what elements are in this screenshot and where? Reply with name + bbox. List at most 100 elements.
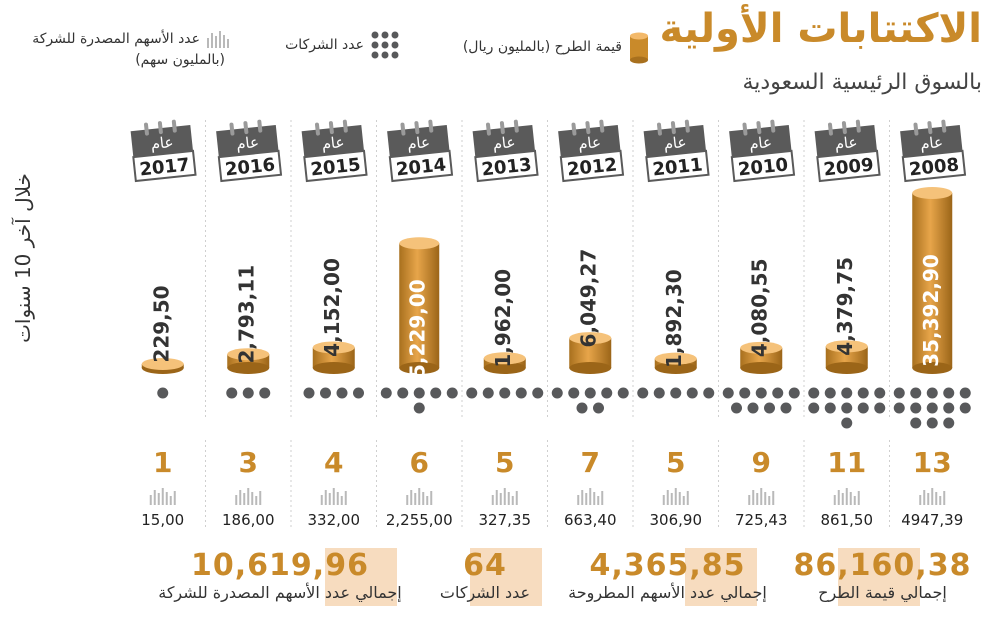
value-bar-top [312, 341, 355, 354]
value-bar-base [483, 362, 526, 374]
bars-icon-bar [853, 496, 856, 505]
value-bar [912, 193, 953, 368]
calendar-ring [684, 119, 690, 133]
company-dot [926, 417, 938, 429]
calendar-ring [157, 121, 163, 135]
bars-icon-bar [686, 491, 689, 505]
calendar-ring [742, 122, 748, 136]
bars-icon-bar [931, 488, 934, 505]
total-offered-shares: 4,365,85 إجمالي عدد الأسهم المطروحة [560, 548, 775, 602]
bars-icon-bar [507, 492, 510, 505]
calendar-ring [756, 121, 762, 135]
company-dot [959, 387, 971, 399]
calendar-ring [229, 122, 235, 136]
value-bar [825, 346, 868, 368]
bars-icon-bar [752, 490, 755, 505]
bars-icon-bar [426, 496, 429, 505]
bars-icon-bar [748, 495, 751, 505]
company-dot [788, 387, 800, 399]
company-dot [731, 402, 742, 414]
bars-icon-bar [173, 491, 176, 505]
year-label: 2014 [395, 154, 447, 180]
bars-icon [320, 488, 347, 505]
calendar-prefix: عام [150, 133, 175, 153]
company-dot [242, 387, 254, 399]
value-label: 2,793,11 [235, 265, 259, 364]
calendar-prefix: عام [748, 133, 773, 153]
total-offered-shares-label: إجمالي عدد الأسهم المطروحة [568, 583, 767, 602]
calendar-ring [599, 119, 605, 133]
company-count: 9 [752, 446, 771, 479]
bars-icon-bar [491, 495, 494, 505]
calendar-ring [770, 119, 776, 133]
calendar-ring [913, 122, 919, 136]
calendar-ring [144, 122, 149, 136]
calendar-ring [171, 119, 177, 133]
calendar-ring [499, 121, 505, 135]
value-bar-base [912, 362, 953, 374]
value-label: 25,229,00 [406, 279, 430, 392]
company-dot [617, 387, 629, 399]
company-dot [551, 387, 563, 399]
value-bar-top [654, 352, 697, 365]
value-bar-base [740, 362, 783, 374]
company-dot [893, 402, 905, 414]
bars-icon-bar [336, 492, 339, 505]
company-count: 4 [324, 446, 343, 479]
company-dot [703, 387, 715, 399]
calendar-ring [513, 119, 519, 133]
value-label: 1,892,30 [662, 269, 686, 368]
bars-icon-bar [495, 490, 498, 505]
company-dot [780, 402, 792, 414]
shares-label: 306,90 [650, 511, 703, 529]
bars-icon-bar [235, 495, 238, 505]
bars-icon-bar [169, 496, 172, 505]
value-bar-base [654, 362, 697, 374]
bars-icon-bar [577, 495, 580, 505]
bars-icon-bar [165, 492, 168, 505]
bars-icon-bar [674, 488, 677, 505]
bars-icon [207, 31, 229, 48]
total-companies-label: عدد الشركات [439, 583, 531, 602]
company-dot [824, 402, 836, 414]
bars-icon-bar [923, 490, 926, 505]
bars-icon [833, 488, 860, 505]
legend-shares-unit: (بالمليون سهم) [135, 52, 225, 68]
company-dot [430, 387, 442, 399]
calendar-bottom [217, 149, 283, 183]
bars-icon-bar [772, 491, 775, 505]
shares-label: 2,255,00 [386, 511, 453, 529]
calendar-bottom [816, 149, 881, 183]
value-bar-top [399, 237, 440, 250]
company-dot [764, 402, 775, 414]
company-dot [653, 387, 665, 399]
calendar-prefix: عام [577, 133, 602, 153]
bars-icon-bar [430, 491, 433, 505]
bars-icon-bar [593, 492, 596, 505]
bars-icon [235, 488, 262, 505]
calendar-prefix: عام [492, 133, 517, 153]
calendar-bottom [388, 149, 454, 183]
company-dot [259, 387, 271, 399]
bars-icon-bar [935, 492, 938, 505]
value-bar-top [912, 187, 953, 199]
company-dot [499, 387, 511, 399]
calendar-ring [841, 121, 847, 135]
total-issued-shares: 10,619,96 إجمالي عدد الأسهم المصدرة للشر… [150, 548, 410, 602]
company-dot [670, 387, 682, 399]
company-dot [413, 402, 425, 414]
bars-icon-bar [255, 496, 258, 505]
bars-icon [491, 488, 518, 505]
bars-icon-bar [943, 491, 946, 505]
bars-icon-bar [857, 491, 860, 505]
year-label: 2011 [652, 154, 704, 180]
company-count: 5 [495, 446, 514, 479]
calendar-ring [585, 121, 591, 135]
calendar-ring [342, 119, 348, 133]
company-dot [857, 387, 869, 399]
bars-icon-bar [837, 490, 840, 505]
